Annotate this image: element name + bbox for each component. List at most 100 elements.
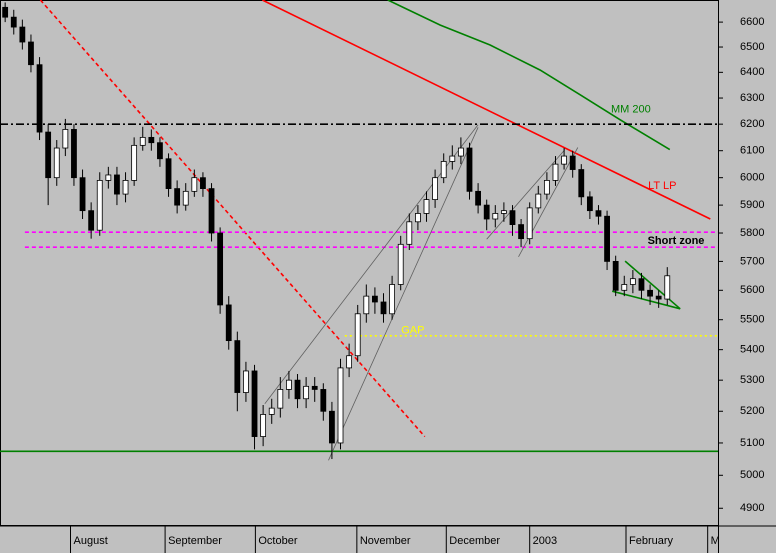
candle-body	[354, 313, 361, 357]
plot-area	[0, 0, 719, 526]
candle-body	[457, 147, 464, 157]
candle-body	[45, 131, 52, 179]
candle-body	[595, 210, 602, 217]
y-tick-label: 5100	[740, 437, 764, 449]
x-tick-label: October	[258, 535, 297, 547]
candle-body	[191, 177, 198, 192]
candle-body	[483, 204, 490, 220]
y-tick-label: 6300	[740, 92, 764, 104]
candle-body	[79, 177, 86, 212]
candle-body	[647, 289, 653, 297]
candle-body	[406, 221, 413, 245]
candle-body	[122, 180, 129, 195]
candle-body	[243, 370, 249, 393]
candle-body	[28, 41, 34, 66]
candle-body	[612, 261, 619, 291]
candle-body	[10, 16, 17, 28]
candle-body	[518, 224, 524, 240]
y-tick-label: 6400	[740, 66, 764, 78]
y-tick-label: 5800	[740, 227, 764, 239]
trend-line	[39, 0, 426, 438]
candle-body	[217, 232, 224, 306]
candle-body	[294, 379, 301, 400]
candle-body	[638, 278, 645, 291]
candle-body	[380, 301, 387, 315]
candle-body	[53, 147, 60, 179]
candle-body	[260, 414, 267, 437]
candle-body	[251, 370, 258, 437]
candle-body	[62, 129, 69, 149]
candle-body	[36, 64, 43, 133]
x-tick-label: August	[74, 535, 108, 547]
candle-body	[475, 190, 481, 206]
trend-line	[261, 0, 711, 220]
x-tick-label: November	[360, 535, 411, 547]
y-tick-label: 5200	[740, 405, 764, 417]
y-tick-label: 5900	[740, 199, 764, 211]
candle-body	[561, 155, 567, 165]
y-tick-label: 6000	[740, 172, 764, 184]
y-tick-label: 4900	[740, 502, 764, 514]
candle-body	[586, 196, 593, 212]
candle-body	[569, 155, 576, 170]
candle-body	[114, 174, 120, 195]
x-tick-label: February	[629, 535, 674, 547]
candle-body	[621, 284, 628, 291]
candle-body	[552, 163, 559, 181]
candle-body	[200, 177, 206, 189]
candle-body	[432, 177, 438, 200]
y-tick-label: 6100	[740, 145, 764, 157]
candle-body	[182, 190, 189, 206]
candle-body	[105, 174, 112, 181]
candle-body	[208, 188, 215, 234]
candle-body	[165, 158, 172, 189]
candle-body	[466, 147, 473, 192]
annotation: MM 200	[611, 104, 651, 116]
candle-body	[500, 210, 507, 214]
y-tick-label: 5300	[740, 374, 764, 386]
candle-body	[174, 188, 181, 206]
annotation: LT LP	[648, 180, 676, 192]
annotation: GAP	[401, 325, 424, 337]
y-tick-label: 5000	[740, 469, 764, 481]
y-tick-label: 5600	[740, 284, 764, 296]
candle-body	[389, 284, 396, 315]
x-tick-label: M	[711, 535, 720, 547]
y-tick-label: 6500	[740, 41, 764, 53]
x-tick-label: 2003	[533, 535, 557, 547]
annotation: Short zone	[648, 235, 705, 247]
candle-body	[415, 213, 421, 223]
trend-line	[328, 127, 479, 461]
candle-body	[655, 295, 662, 300]
y-tick-label: 6600	[740, 16, 764, 28]
y-tick-label: 6200	[740, 118, 764, 130]
candle-body	[629, 278, 636, 285]
candle-body	[303, 385, 310, 400]
trend-line	[611, 290, 681, 310]
x-tick-label: December	[449, 535, 500, 547]
candle-body	[449, 155, 456, 162]
candle-body	[157, 142, 163, 160]
candle-body	[88, 210, 95, 231]
x-tick-label: September	[168, 535, 222, 547]
candle-body	[139, 136, 146, 146]
candle-body	[526, 207, 533, 240]
y-tick-label: 5700	[740, 255, 764, 267]
candle-body	[372, 295, 378, 303]
candle-body	[329, 410, 335, 444]
candle-body	[440, 161, 447, 179]
candle-body	[2, 6, 9, 18]
trend-line	[387, 0, 671, 151]
candle-body	[423, 199, 430, 214]
trend-line	[624, 260, 681, 310]
candle-body	[131, 144, 138, 181]
candle-body	[578, 169, 585, 198]
candle-body	[96, 180, 103, 231]
candle-body	[363, 295, 370, 315]
candle-body	[535, 193, 542, 209]
candle-body	[277, 389, 284, 409]
candle-body	[509, 210, 516, 225]
candle-body	[225, 304, 232, 342]
candle-body	[664, 275, 671, 300]
